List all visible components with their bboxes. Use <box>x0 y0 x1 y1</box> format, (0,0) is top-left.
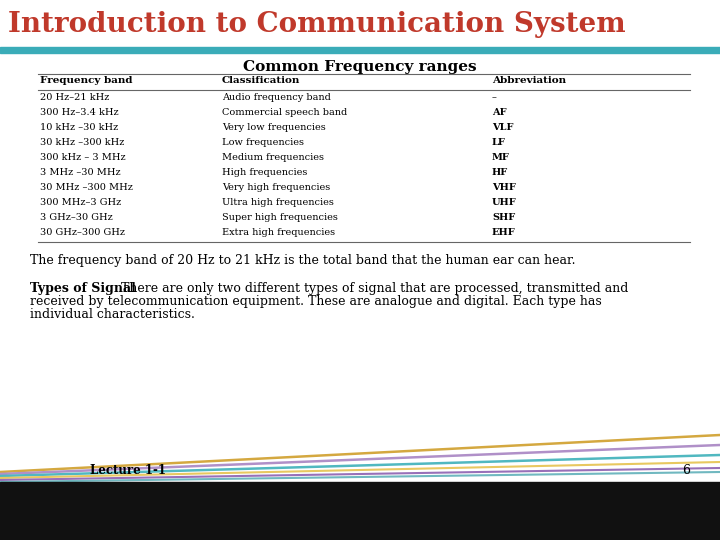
Text: Very high frequencies: Very high frequencies <box>222 183 330 192</box>
Text: Abbreviation: Abbreviation <box>492 76 566 85</box>
Text: Frequency band: Frequency band <box>40 76 132 85</box>
Text: 300 Hz–3.4 kHz: 300 Hz–3.4 kHz <box>40 108 119 117</box>
Text: Audio frequency band: Audio frequency band <box>222 93 331 102</box>
Text: HF: HF <box>492 168 508 177</box>
Text: 300 MHz–3 GHz: 300 MHz–3 GHz <box>40 198 121 207</box>
Text: Introduction to Communication System: Introduction to Communication System <box>8 11 626 38</box>
Text: Ultra high frequencies: Ultra high frequencies <box>222 198 334 207</box>
Text: EHF: EHF <box>492 228 516 237</box>
Text: 10 kHz –30 kHz: 10 kHz –30 kHz <box>40 123 118 132</box>
Text: There are only two different types of signal that are processed, transmitted and: There are only two different types of si… <box>117 282 629 295</box>
Text: SHF: SHF <box>492 213 516 222</box>
Text: Medium frequencies: Medium frequencies <box>222 153 324 162</box>
Text: The frequency band of 20 Hz to 21 kHz is the total band that the human ear can h: The frequency band of 20 Hz to 21 kHz is… <box>30 254 575 267</box>
Text: Types of Signal: Types of Signal <box>30 282 136 295</box>
Text: 300 kHz – 3 MHz: 300 kHz – 3 MHz <box>40 153 125 162</box>
Text: Very low frequencies: Very low frequencies <box>222 123 325 132</box>
Text: 6: 6 <box>682 464 690 477</box>
Bar <box>0 482 720 540</box>
Text: Common Frequency ranges: Common Frequency ranges <box>243 60 477 74</box>
Text: VHF: VHF <box>492 183 516 192</box>
Text: individual characteristics.: individual characteristics. <box>30 308 195 321</box>
Text: Low frequencies: Low frequencies <box>222 138 304 147</box>
Text: AF: AF <box>492 108 507 117</box>
Text: received by telecommunication equipment. These are analogue and digital. Each ty: received by telecommunication equipment.… <box>30 295 602 308</box>
Text: UHF: UHF <box>492 198 517 207</box>
Text: Classification: Classification <box>222 76 300 85</box>
Text: 3 GHz–30 GHz: 3 GHz–30 GHz <box>40 213 113 222</box>
Text: VLF: VLF <box>492 123 513 132</box>
Text: High frequencies: High frequencies <box>222 168 307 177</box>
Text: 20 Hz–21 kHz: 20 Hz–21 kHz <box>40 93 109 102</box>
Text: 30 GHz–300 GHz: 30 GHz–300 GHz <box>40 228 125 237</box>
Text: LF: LF <box>492 138 506 147</box>
Text: Commercial speech band: Commercial speech band <box>222 108 347 117</box>
Bar <box>0 0 720 50</box>
Text: 30 MHz –300 MHz: 30 MHz –300 MHz <box>40 183 133 192</box>
Text: 3 MHz –30 MHz: 3 MHz –30 MHz <box>40 168 121 177</box>
Text: –: – <box>492 93 497 102</box>
Text: Super high frequencies: Super high frequencies <box>222 213 338 222</box>
Text: MF: MF <box>492 153 510 162</box>
Text: Lecture 1-1: Lecture 1-1 <box>90 464 166 477</box>
Bar <box>0 47 720 53</box>
Text: 30 kHz –300 kHz: 30 kHz –300 kHz <box>40 138 125 147</box>
Text: Extra high frequencies: Extra high frequencies <box>222 228 335 237</box>
